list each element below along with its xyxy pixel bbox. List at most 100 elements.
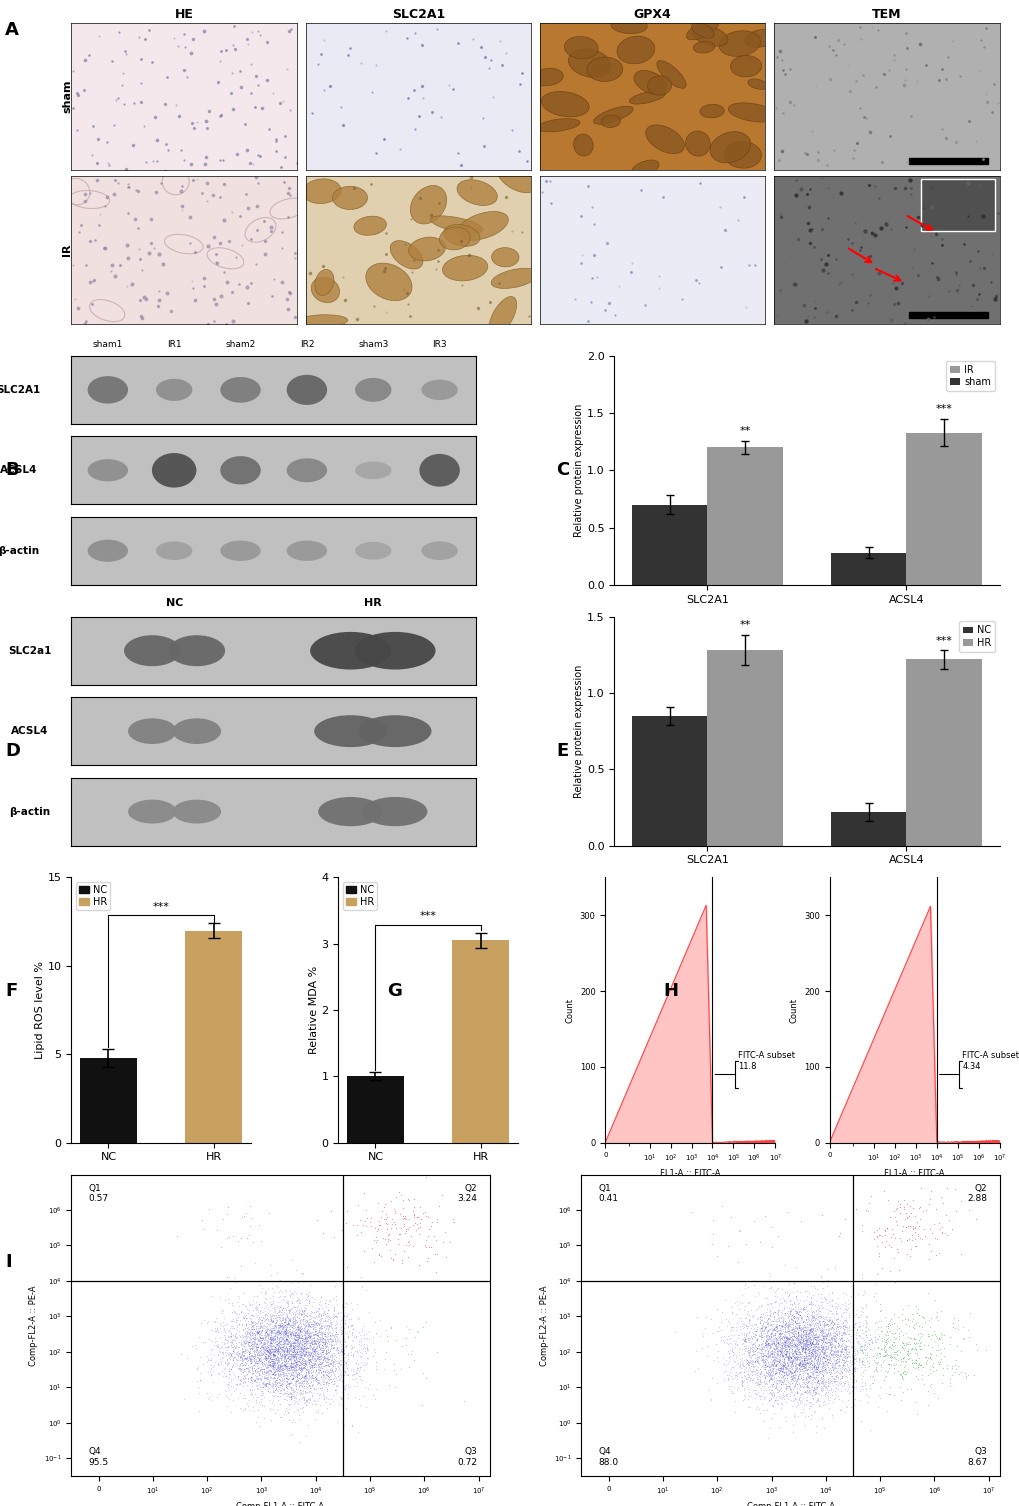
Point	[817, 1343, 834, 1367]
Point	[294, 1312, 311, 1336]
Point	[762, 1367, 779, 1392]
Point	[834, 1354, 850, 1378]
Point	[784, 1349, 800, 1373]
Point	[290, 1355, 307, 1379]
Point	[811, 1316, 827, 1340]
Point	[264, 1354, 280, 1378]
Point	[738, 1370, 754, 1395]
Point	[814, 1358, 830, 1383]
Point	[274, 1321, 290, 1345]
Point	[822, 1280, 839, 1304]
Point	[263, 1334, 279, 1358]
Point	[296, 1328, 312, 1352]
Point	[813, 1361, 829, 1386]
Point	[274, 1327, 290, 1351]
Point	[715, 1330, 732, 1354]
Point	[285, 1348, 302, 1372]
Point	[813, 1331, 829, 1355]
Point	[905, 1316, 921, 1340]
Point	[826, 1378, 843, 1402]
Point	[192, 1381, 208, 1405]
Point	[750, 1373, 766, 1398]
Point	[258, 1312, 274, 1336]
Point	[189, 1336, 205, 1360]
Point	[234, 1318, 251, 1342]
Point	[329, 1301, 345, 1325]
Point	[908, 1343, 924, 1367]
Point	[813, 1405, 829, 1429]
Point	[811, 1318, 827, 1342]
Point	[289, 1333, 306, 1357]
Point	[256, 1357, 272, 1381]
Point	[235, 1325, 252, 1349]
Point	[789, 1322, 805, 1346]
Point	[719, 1363, 736, 1387]
Point	[325, 1370, 341, 1395]
Point	[318, 1396, 334, 1420]
Point	[776, 1337, 793, 1361]
Point	[871, 1342, 888, 1366]
Point	[263, 1383, 279, 1407]
Point	[823, 1402, 840, 1426]
Point	[795, 1354, 811, 1378]
Point	[793, 1349, 809, 1373]
Point	[733, 1369, 749, 1393]
Point	[767, 1334, 784, 1358]
Point	[313, 1336, 329, 1360]
Point	[876, 1322, 893, 1346]
Point	[788, 1355, 804, 1379]
Point	[214, 1301, 230, 1325]
Point	[304, 1384, 320, 1408]
Point	[769, 1333, 786, 1357]
Point	[782, 1349, 798, 1373]
Point	[799, 1328, 815, 1352]
Point	[814, 1328, 830, 1352]
Point	[325, 1309, 341, 1333]
Point	[310, 1327, 326, 1351]
Point	[815, 1325, 832, 1349]
Point	[811, 1345, 827, 1369]
Point	[775, 1334, 792, 1358]
Point	[262, 1298, 278, 1322]
Point	[396, 1214, 413, 1238]
Point	[293, 1357, 310, 1381]
Point	[809, 1372, 825, 1396]
Point	[289, 1322, 306, 1346]
Point	[353, 1327, 369, 1351]
Point	[830, 1349, 847, 1373]
Point	[803, 1352, 819, 1376]
Point	[294, 1318, 311, 1342]
Point	[297, 1342, 313, 1366]
Point	[780, 1309, 796, 1333]
Point	[273, 1349, 289, 1373]
Point	[800, 1364, 816, 1389]
Point	[826, 1351, 843, 1375]
Point	[796, 1322, 812, 1346]
Point	[279, 1301, 296, 1325]
Point	[271, 1336, 287, 1360]
Point	[290, 1389, 307, 1413]
Point	[762, 1322, 779, 1346]
Point	[311, 1318, 327, 1342]
Point	[309, 1352, 325, 1376]
Point	[836, 1349, 852, 1373]
Point	[312, 1383, 328, 1407]
Point	[296, 1319, 312, 1343]
Point	[766, 1373, 783, 1398]
Point	[212, 1312, 228, 1336]
Point	[789, 1392, 805, 1416]
Point	[796, 1379, 812, 1404]
Point	[294, 1327, 311, 1351]
Point	[854, 1364, 870, 1389]
Point	[798, 1285, 814, 1309]
Point	[776, 1319, 793, 1343]
Point	[714, 1346, 731, 1370]
Point	[312, 1327, 328, 1351]
Point	[251, 1319, 267, 1343]
Point	[290, 1331, 307, 1355]
Point	[749, 1351, 765, 1375]
Point	[905, 1337, 921, 1361]
Point	[733, 1364, 749, 1389]
Point	[802, 1319, 818, 1343]
Point	[358, 1279, 374, 1303]
